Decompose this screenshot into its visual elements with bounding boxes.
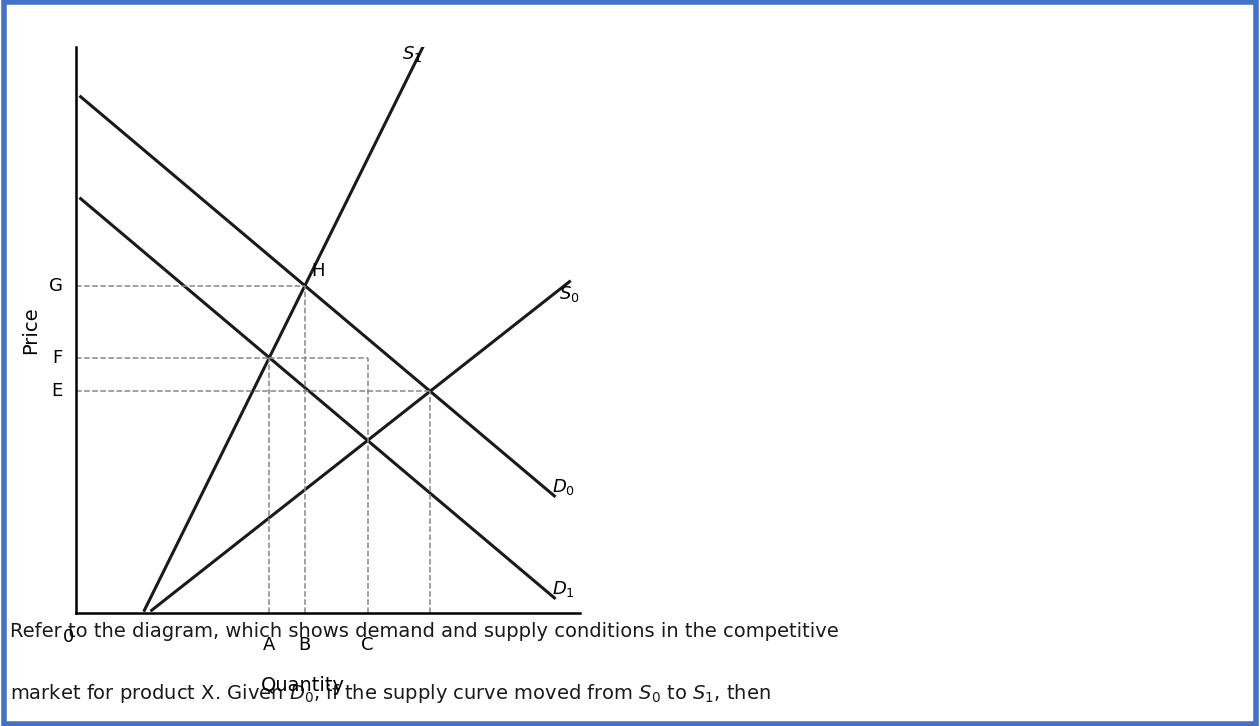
Text: Price: Price — [20, 306, 40, 354]
Text: G: G — [49, 277, 63, 295]
Text: C: C — [362, 636, 374, 654]
Text: E: E — [52, 383, 63, 400]
Text: A: A — [263, 636, 276, 654]
Text: $S_1$: $S_1$ — [402, 44, 422, 64]
Text: 0: 0 — [63, 628, 73, 646]
Text: $D_0$: $D_0$ — [552, 478, 575, 497]
Text: Quantity: Quantity — [261, 676, 344, 695]
Text: $S_0$: $S_0$ — [559, 284, 580, 303]
Text: market for product X. Given $\mathit{D}_{0}$, if the supply curve moved from $\m: market for product X. Given $\mathit{D}_… — [10, 682, 771, 704]
Text: F: F — [53, 348, 63, 367]
Text: B: B — [299, 636, 311, 654]
Text: H: H — [311, 262, 324, 280]
Text: $D_1$: $D_1$ — [552, 579, 575, 600]
Text: Refer to the diagram, which shows demand and supply conditions in the competitiv: Refer to the diagram, which shows demand… — [10, 621, 839, 641]
